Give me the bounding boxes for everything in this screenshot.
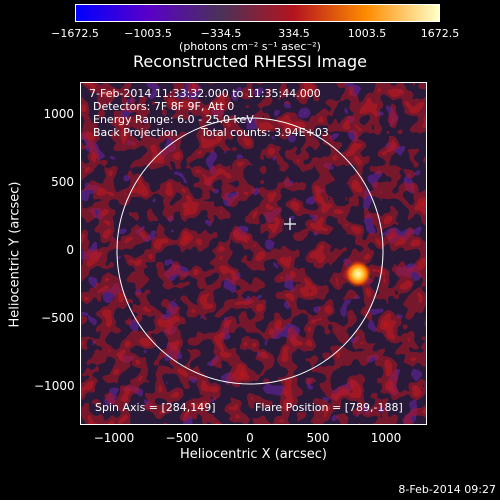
colorbar-tick: −334.5 bbox=[200, 27, 242, 40]
emission-noise bbox=[81, 83, 426, 424]
solar-limb-circle bbox=[116, 117, 384, 385]
colorbar-tick: −1672.5 bbox=[51, 27, 99, 40]
energy-range-label: Energy Range: 6.0 - 25.0 keV bbox=[93, 113, 254, 126]
solar-image-plot: 7-Feb-2014 11:33:32.000 to 11:35:44.000 … bbox=[80, 82, 427, 425]
detectors-label: Detectors: 7F 8F 9F, Att 0 bbox=[93, 100, 235, 113]
y-tick: 0 bbox=[66, 243, 74, 257]
x-tick: −1000 bbox=[93, 431, 135, 445]
flare-position-label: Flare Position = [789,-188] bbox=[255, 401, 403, 414]
y-tick: −1000 bbox=[34, 379, 75, 393]
y-tick: 500 bbox=[51, 175, 74, 189]
y-tick: 1000 bbox=[43, 107, 74, 121]
colorbar bbox=[75, 4, 440, 22]
colorbar-tick: 1672.5 bbox=[420, 27, 460, 40]
date-stamp: 8-Feb-2014 09:27 bbox=[398, 483, 496, 496]
x-tick: 1000 bbox=[370, 431, 402, 445]
x-axis-label: Heliocentric X (arcsec) bbox=[180, 447, 327, 462]
image-title: Reconstructed RHESSI Image bbox=[133, 52, 367, 71]
spin-axis-cross bbox=[284, 218, 296, 230]
x-tick: 500 bbox=[306, 431, 330, 445]
x-tick: −500 bbox=[165, 431, 199, 445]
colorbar-tick: −1003.5 bbox=[124, 27, 172, 40]
colorbar-tick: 334.5 bbox=[278, 27, 310, 40]
time-range-label: 7-Feb-2014 11:33:32.000 to 11:35:44.000 bbox=[89, 87, 321, 100]
colorbar-units: (photons cm⁻² s⁻¹ asec⁻²) bbox=[179, 40, 321, 53]
y-axis-label: Heliocentric Y (arcsec) bbox=[7, 181, 23, 328]
solar-image-canvas bbox=[81, 83, 426, 424]
spin-axis-label: Spin Axis = [284,149] bbox=[95, 401, 216, 414]
colorbar-tick: 1003.5 bbox=[347, 27, 387, 40]
x-tick: 0 bbox=[246, 431, 254, 445]
method-label: Back Projection bbox=[93, 126, 178, 139]
total-counts-label: Total counts: 3.94E+03 bbox=[201, 126, 329, 139]
y-tick: −500 bbox=[41, 311, 74, 325]
flare-source bbox=[344, 260, 372, 288]
